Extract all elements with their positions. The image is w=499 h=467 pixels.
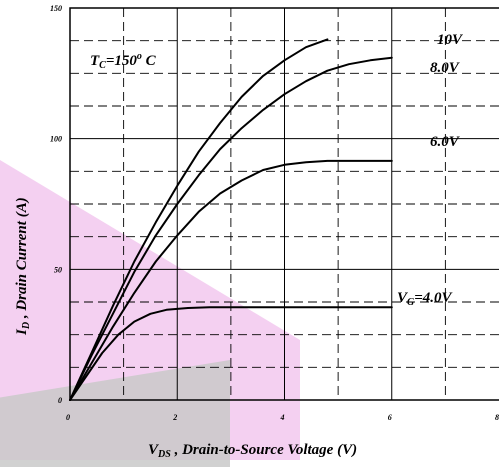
y-tick-label: 150 <box>50 4 62 13</box>
tick-labels: 0 2 4 6 8 0 50 100 150 <box>50 4 499 422</box>
plot-frame <box>69 7 499 401</box>
curve-10v <box>69 38 329 401</box>
curve-label-vg-4v: VG=4.0V <box>397 290 454 308</box>
curve-label-8v: 8.0V <box>430 60 461 76</box>
x-tick-label: 4 <box>280 413 285 422</box>
y-tick-label: 50 <box>54 265 62 274</box>
x-tick-label: 2 <box>172 413 177 422</box>
y-axis-label: ID , Drain Current (A) <box>14 197 32 336</box>
curve-label-10v: 10V <box>437 32 464 48</box>
x-tick-label: 8 <box>495 413 499 422</box>
curve-4-0v <box>69 306 393 401</box>
curve-6-0v <box>69 159 393 401</box>
grid-lines <box>70 8 499 400</box>
y-tick-label: 100 <box>50 135 62 144</box>
case-temperature-annotation: TC=150o C <box>90 51 157 71</box>
curves <box>69 38 393 401</box>
curve-8-0v <box>69 56 393 401</box>
y-tick-label: 0 <box>58 396 62 405</box>
x-tick-label: 6 <box>388 413 392 422</box>
x-axis-label: VDS , Drain-to-Source Voltage (V) <box>148 442 357 460</box>
x-tick-label: 0 <box>66 413 70 422</box>
curve-label-6v: 6.0V <box>430 134 461 150</box>
